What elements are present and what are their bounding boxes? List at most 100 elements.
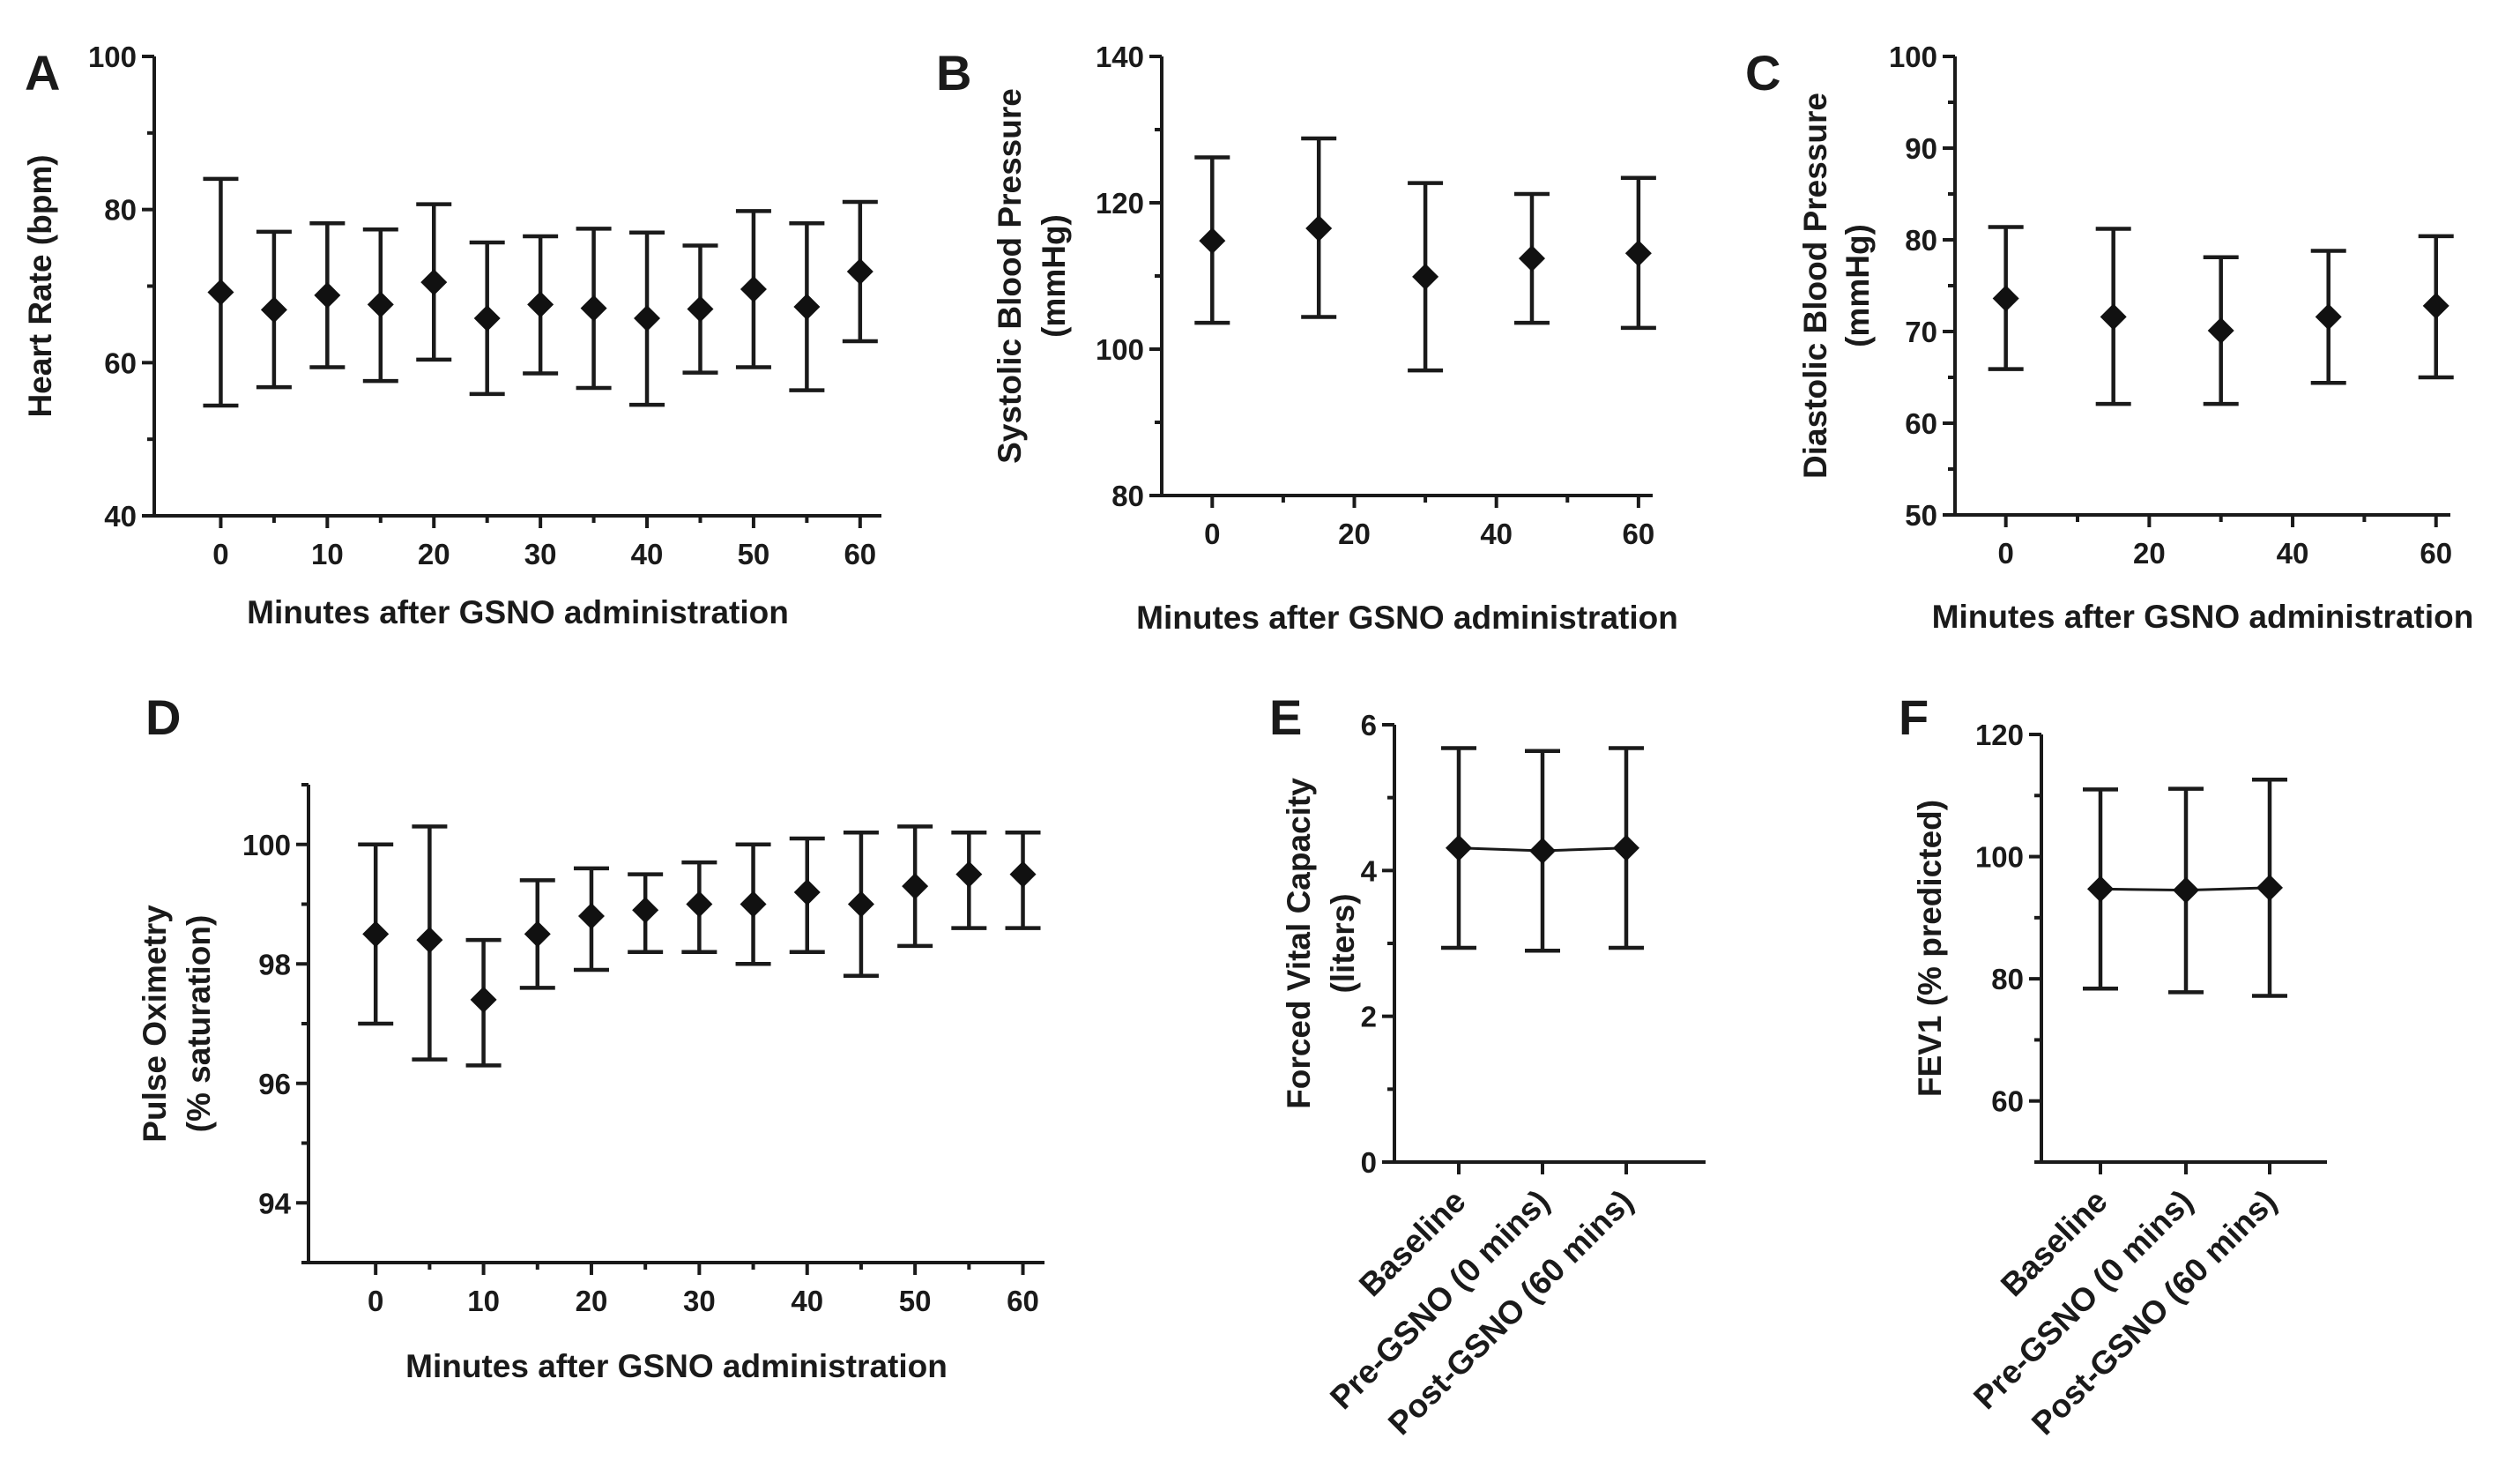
y-tick-label: 2 bbox=[1361, 1001, 1377, 1033]
y-tick-label: 96 bbox=[258, 1068, 291, 1100]
x-tick-label: 20 bbox=[1338, 518, 1371, 550]
y-tick-label: 60 bbox=[104, 347, 137, 379]
data-point-marker bbox=[1518, 245, 1545, 272]
x-tick-label: 20 bbox=[418, 538, 450, 570]
y-tick-label: 100 bbox=[88, 41, 137, 73]
y-tick-label: 80 bbox=[1111, 480, 1144, 512]
y-axis-title: Diastolic Blood Pressure bbox=[1797, 93, 1833, 479]
panel-a-heart-rate-chart: A 40 60 80 100 Heart Rate (bpm) 0 10 20 30 40 50 60 M… bbox=[22, 41, 881, 630]
data-point-marker bbox=[740, 891, 767, 918]
data-point-marker bbox=[470, 986, 497, 1013]
y-axis-title: (% saturation) bbox=[181, 915, 217, 1133]
y-tick-label: 120 bbox=[1975, 719, 2024, 751]
x-tick-label: 0 bbox=[1204, 518, 1220, 550]
y-axis-title: FEV1 (% predicted) bbox=[1912, 800, 1948, 1097]
data-point-marker bbox=[2207, 317, 2234, 344]
x-axis-title: Minutes after GSNO administration bbox=[405, 1348, 948, 1384]
data-point-marker bbox=[416, 927, 443, 954]
panel-letter-e: E bbox=[1269, 689, 1302, 745]
data-point-marker bbox=[2173, 876, 2199, 904]
panel-letter-b: B bbox=[936, 45, 971, 101]
data-point-marker bbox=[1305, 215, 1333, 242]
data-point-marker bbox=[740, 275, 767, 302]
data-point-marker bbox=[687, 295, 714, 323]
x-axis-title: Minutes after GSNO administration bbox=[247, 594, 789, 630]
data-point-marker bbox=[314, 281, 341, 309]
x-tick-label: 20 bbox=[576, 1285, 608, 1317]
panel-letter-d: D bbox=[145, 689, 181, 745]
data-point-marker bbox=[955, 861, 983, 888]
y-tick-label: 70 bbox=[1905, 316, 1937, 348]
y-tick-label: 100 bbox=[1889, 41, 1937, 73]
data-point-marker bbox=[847, 891, 874, 918]
x-tick-label: 50 bbox=[899, 1285, 932, 1317]
data-point-marker bbox=[2256, 874, 2283, 901]
data-point-marker bbox=[1412, 263, 1439, 290]
y-tick-label: 120 bbox=[1096, 187, 1144, 220]
x-tick-label: 0 bbox=[212, 538, 228, 570]
data-point-marker bbox=[1529, 838, 1556, 865]
x-tick-label: 10 bbox=[467, 1285, 500, 1317]
x-axis-title: Minutes after GSNO administration bbox=[1136, 600, 1678, 636]
data-point-marker bbox=[2422, 292, 2449, 319]
y-tick-label: 4 bbox=[1361, 854, 1378, 887]
x-tick-label: 30 bbox=[524, 538, 557, 570]
x-tick-label: 60 bbox=[1007, 1285, 1039, 1317]
x-tick-label: 50 bbox=[738, 538, 770, 570]
y-tick-label: 80 bbox=[104, 194, 137, 227]
y-tick-label: 6 bbox=[1361, 709, 1377, 742]
data-point-marker bbox=[2315, 303, 2342, 331]
x-axis-title: Minutes after GSNO administration bbox=[1932, 599, 2474, 635]
x-tick-label: 40 bbox=[791, 1285, 823, 1317]
y-tick-label: 60 bbox=[1991, 1085, 2024, 1118]
x-tick-label: 20 bbox=[2133, 537, 2166, 570]
data-point-marker bbox=[632, 897, 659, 924]
data-point-marker bbox=[634, 304, 661, 332]
y-tick-label: 100 bbox=[1096, 333, 1144, 366]
data-point-marker bbox=[260, 296, 287, 324]
data-point-marker bbox=[2087, 876, 2114, 903]
data-point-marker bbox=[1613, 834, 1639, 861]
x-tick-label: 30 bbox=[683, 1285, 716, 1317]
y-tick-label: 50 bbox=[1905, 499, 1937, 532]
x-tick-label: 0 bbox=[368, 1285, 383, 1317]
y-axis-title: (mmHg) bbox=[1036, 214, 1072, 338]
x-tick-label: 60 bbox=[2420, 537, 2452, 570]
x-tick-label: 60 bbox=[1623, 518, 1655, 550]
x-tick-label: 40 bbox=[2277, 537, 2309, 570]
data-point-marker bbox=[686, 891, 713, 918]
data-point-marker bbox=[207, 279, 234, 306]
y-tick-label: 90 bbox=[1905, 132, 1937, 165]
data-point-marker bbox=[1199, 227, 1226, 255]
data-point-marker bbox=[846, 258, 873, 286]
y-tick-label: 0 bbox=[1361, 1146, 1377, 1179]
data-point-marker bbox=[1446, 834, 1472, 861]
panel-b-systolic-bp-chart: B 80 100 120 140 Systolic Blood Pressure (mmHg… bbox=[936, 41, 1678, 636]
y-axis-title: (mmHg) bbox=[1840, 224, 1876, 347]
panel-letter-a: A bbox=[25, 45, 60, 101]
x-tick-label: 40 bbox=[631, 538, 664, 570]
x-tick-label: 10 bbox=[311, 538, 344, 570]
panel-letter-c: C bbox=[1745, 45, 1780, 101]
data-point-marker bbox=[577, 903, 605, 930]
x-tick-label: 40 bbox=[1480, 518, 1513, 550]
data-point-marker bbox=[793, 293, 821, 320]
data-point-marker bbox=[367, 291, 394, 318]
data-point-marker bbox=[524, 920, 551, 948]
x-tick-label: 0 bbox=[1997, 537, 2013, 570]
y-tick-label: 80 bbox=[1991, 963, 2024, 995]
panel-c-diastolic-bp-chart: C 50 60 70 80 90 100 Diastolic Blood Pressure (m… bbox=[1745, 41, 2473, 635]
data-point-marker bbox=[1992, 285, 2019, 312]
y-tick-label: 140 bbox=[1096, 41, 1144, 73]
data-point-marker bbox=[473, 304, 501, 332]
data-point-marker bbox=[2100, 303, 2127, 331]
y-tick-label: 100 bbox=[1975, 841, 2024, 874]
y-tick-label: 94 bbox=[258, 1187, 291, 1219]
y-tick-label: 98 bbox=[258, 948, 291, 980]
y-tick-label: 40 bbox=[104, 500, 137, 533]
data-point-marker bbox=[580, 294, 607, 322]
x-tick-label: 60 bbox=[844, 538, 876, 570]
